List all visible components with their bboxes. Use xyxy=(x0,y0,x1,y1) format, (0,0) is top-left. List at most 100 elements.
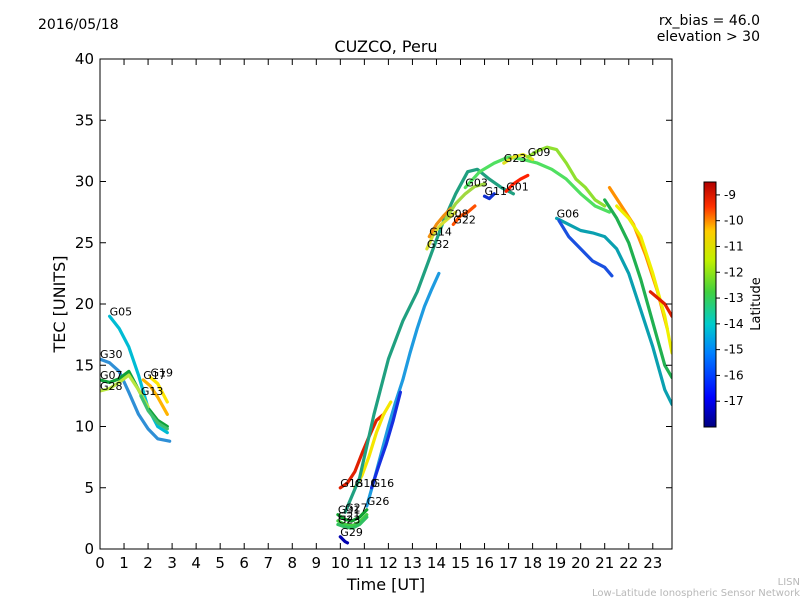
colorbar xyxy=(703,181,717,428)
series-line xyxy=(482,192,496,201)
colorbar-tick-label: -11 xyxy=(724,239,744,253)
series-line xyxy=(557,219,614,278)
series-line xyxy=(100,357,172,443)
y-tick-label: 0 xyxy=(84,540,94,558)
series-label-layer: G05G30G07G28G17G19G13G18G10G26G16G29G31G… xyxy=(100,146,579,539)
series-line xyxy=(336,513,369,528)
y-tick-label: 5 xyxy=(84,479,94,497)
series-label: G18 xyxy=(340,477,363,490)
series-line xyxy=(100,373,150,409)
series-line xyxy=(504,173,530,193)
series-label: G23 xyxy=(504,152,527,165)
series-line xyxy=(451,204,477,226)
series-label: G28 xyxy=(100,380,123,393)
x-tick-label: 2 xyxy=(143,554,153,572)
y-tick-label: 25 xyxy=(75,234,94,252)
series-line xyxy=(336,508,369,523)
colorbar-tick-label: -10 xyxy=(724,214,744,228)
series-line xyxy=(338,535,350,545)
x-tick-label: 13 xyxy=(403,554,422,572)
y-tick-label: 35 xyxy=(75,111,94,129)
series-label: G32 xyxy=(427,238,450,251)
series-label: G01 xyxy=(506,180,529,193)
colorbar-tick-label: -9 xyxy=(724,188,736,202)
x-tick-label: 7 xyxy=(263,554,273,572)
footer-network-abbrev: LISN xyxy=(777,577,800,588)
x-tick-label: 11 xyxy=(355,554,374,572)
x-tick-label: 21 xyxy=(595,554,614,572)
colorbar-label: Latitude xyxy=(749,277,764,331)
y-tick-label: 10 xyxy=(75,418,94,436)
colorbar-tick-label: -15 xyxy=(724,343,744,357)
series-label: G23 xyxy=(338,514,361,527)
series-label: G14 xyxy=(429,226,452,239)
series-line xyxy=(554,216,672,406)
series-line xyxy=(427,206,453,239)
series-label: G27 xyxy=(345,501,368,514)
series-line xyxy=(343,167,516,514)
series-label: G31 xyxy=(338,504,361,517)
x-tick-label: 23 xyxy=(643,554,662,572)
y-axis: 0 5 10 15 20 25 30 35 40 xyxy=(75,50,672,558)
elevation-label: elevation > 30 xyxy=(656,29,760,45)
series-line xyxy=(139,394,169,431)
series-label: G17 xyxy=(143,369,166,382)
series-line xyxy=(370,390,402,490)
x-axis: 0 1 2 3 4 5 6 7 8 9 10 11 12 13 14 15 16 17 18 19 20 21 22 23 xyxy=(95,59,662,572)
x-tick-label: 3 xyxy=(167,554,177,572)
series-label: G21 xyxy=(338,510,361,523)
x-tick-label: 9 xyxy=(312,554,322,572)
x-tick-label: 5 xyxy=(215,554,225,572)
colorbar-tick-label: -17 xyxy=(724,394,744,408)
series-line xyxy=(425,210,458,251)
x-axis-label: Time [UT] xyxy=(346,575,425,594)
series-label: G26 xyxy=(367,495,390,508)
y-tick-label: 30 xyxy=(75,173,94,191)
series-label: G08 xyxy=(446,207,469,220)
series-label: G11 xyxy=(485,185,508,198)
x-tick-label: 20 xyxy=(571,554,590,572)
x-tick-label: 0 xyxy=(95,554,105,572)
colorbar-tick-label: -12 xyxy=(724,265,744,279)
x-tick-label: 4 xyxy=(191,554,201,572)
series-line xyxy=(526,145,607,208)
series-line xyxy=(648,290,672,318)
colorbar-tick-label: -13 xyxy=(724,291,744,305)
x-tick-label: 19 xyxy=(547,554,566,572)
x-tick-label: 17 xyxy=(499,554,518,572)
series-label: G29 xyxy=(340,526,363,539)
series-label: G13 xyxy=(141,385,164,398)
date-label: 2016/05/18 xyxy=(38,17,119,33)
series-line xyxy=(444,182,487,220)
series-label: G07 xyxy=(100,369,123,382)
y-tick-label: 15 xyxy=(75,356,94,374)
colorbar-ticks: -9 -10 -11 -12 -13 -14 -15 -16 -17 xyxy=(716,188,744,408)
colorbar-tick-label: -16 xyxy=(724,368,744,382)
x-tick-label: 18 xyxy=(523,554,542,572)
x-tick-label: 10 xyxy=(331,554,350,572)
series-label: G22 xyxy=(453,213,476,226)
x-tick-label: 12 xyxy=(379,554,398,572)
rx-bias-label: rx_bias = 46.0 xyxy=(658,13,760,29)
x-tick-label: 14 xyxy=(427,554,446,572)
plot-frame xyxy=(99,58,673,550)
series-line xyxy=(463,155,612,214)
series-label: G10 xyxy=(355,477,378,490)
series-line xyxy=(107,314,169,435)
y-tick-label: 40 xyxy=(75,50,94,68)
series-label: G05 xyxy=(110,305,133,318)
series-label: G03 xyxy=(465,177,488,190)
y-axis-label: TEC [UNITS] xyxy=(50,256,69,354)
chart-title: CUZCO, Peru xyxy=(334,37,438,56)
x-tick-label: 1 xyxy=(119,554,129,572)
series-label: G19 xyxy=(151,367,174,380)
series-layer xyxy=(100,145,672,545)
series-line xyxy=(141,378,169,416)
series-label: G06 xyxy=(557,207,580,220)
x-tick-label: 8 xyxy=(287,554,297,572)
x-tick-label: 6 xyxy=(239,554,249,572)
series-line xyxy=(336,515,369,530)
x-tick-label: 15 xyxy=(451,554,470,572)
series-label: G09 xyxy=(528,146,551,159)
